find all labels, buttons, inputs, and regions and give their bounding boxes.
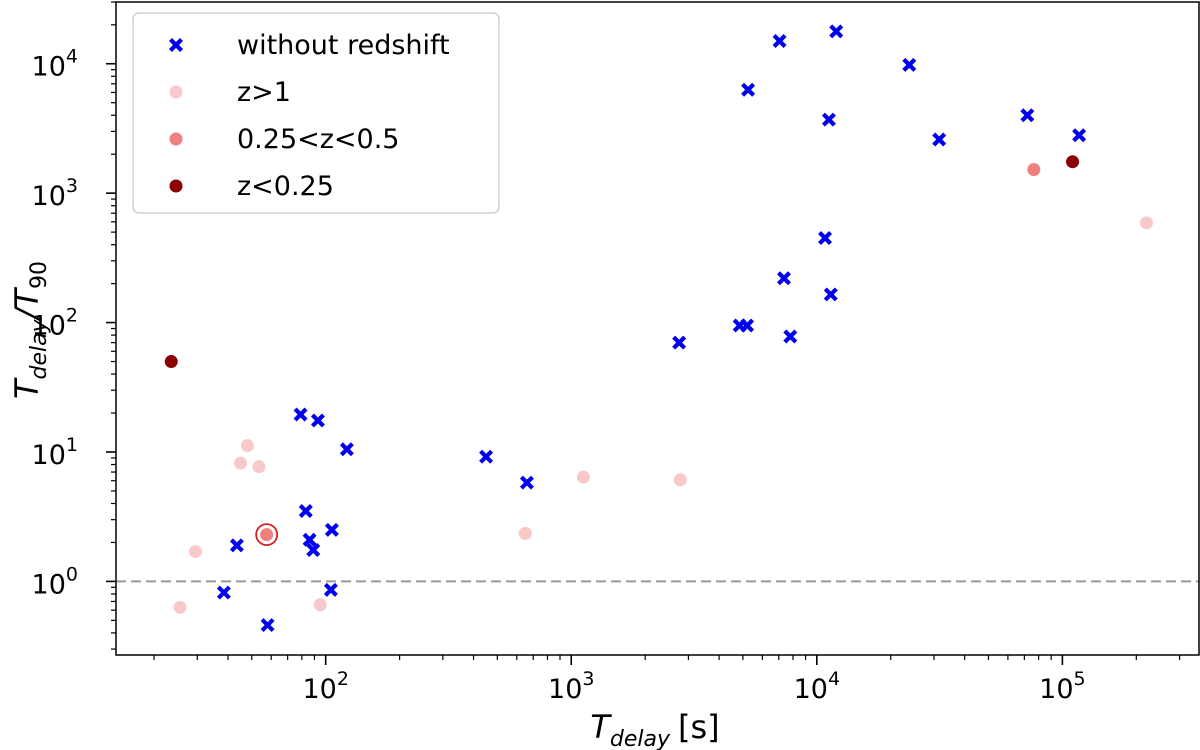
x-tick-label-base: 10 (794, 674, 828, 705)
point-z-1 (576, 470, 590, 484)
point-without-redshift (772, 33, 787, 48)
x-tick-label-exp: 3 (582, 668, 594, 690)
x-tick-label-base: 10 (1039, 674, 1073, 705)
x-axis-label-main: T (590, 708, 612, 746)
legend-marker-dot (169, 132, 183, 146)
y-tick-label: 103 (32, 175, 78, 212)
point-without-redshift (818, 231, 833, 246)
y-tick-label-base: 10 (32, 311, 66, 342)
legend-markers (169, 38, 183, 193)
point-without-redshift (1020, 108, 1035, 123)
x-axis-label-unit: [s] (678, 708, 720, 746)
y-tick-label: 101 (32, 434, 78, 471)
legend-label-z-lt-025: z<0.25 (237, 171, 334, 202)
point-z-1 (313, 598, 327, 612)
point-without-redshift (783, 329, 798, 344)
point-without-redshift (324, 522, 339, 537)
point-z-1 (234, 456, 248, 470)
x-tick-label-base: 10 (302, 674, 336, 705)
y-tick-label-exp: 1 (66, 434, 78, 456)
point-z-1 (188, 545, 202, 559)
x-axis-label: Tdelay [s] (590, 708, 719, 750)
y-axis-label-main: T (8, 377, 46, 399)
y-axis-label-sub2: 90 (27, 261, 52, 289)
y-tick-label: 102 (32, 305, 78, 342)
y-tick-label-base: 10 (32, 181, 66, 212)
point-without-redshift (821, 112, 836, 127)
point-without-redshift (229, 538, 244, 553)
x-tick-label-exp: 2 (337, 668, 349, 690)
x-axis-label-sub: delay (610, 727, 671, 750)
x-tick-label-exp: 4 (828, 668, 840, 690)
y-tick-label-base: 10 (32, 440, 66, 471)
point-z-1 (1139, 216, 1153, 230)
point-without-redshift (777, 271, 791, 286)
x-tick-label-base: 10 (548, 674, 582, 705)
point-without-redshift (298, 504, 313, 518)
legend-label-z-mid: 0.25<z<0.5 (237, 124, 399, 155)
legend-label-z-gt-1: z>1 (237, 77, 291, 108)
point-without-redshift (216, 585, 231, 600)
y-tick-label: 100 (32, 563, 78, 600)
point-without-redshift (1072, 128, 1087, 143)
highlighted-point-ring (255, 523, 279, 546)
point-z-1 (240, 439, 254, 453)
plot-frame (115, 1, 1200, 656)
y-tick-label-base: 10 (32, 52, 66, 83)
point-without-redshift (310, 413, 325, 428)
point-0-25-z-0-5 (1027, 163, 1041, 177)
y-tick-label-exp: 2 (66, 305, 78, 327)
point-without-redshift (306, 542, 321, 557)
point-without-redshift (829, 24, 844, 39)
y-axis-label-sub1: delay (27, 318, 52, 379)
point-without-redshift (260, 618, 275, 633)
point-without-redshift (302, 532, 317, 547)
point-without-redshift (339, 442, 354, 457)
point-without-redshift (479, 449, 494, 464)
point-z-1 (673, 473, 687, 487)
point-z-0-25 (1066, 155, 1080, 169)
legend: without redshift z>1 0.25<z<0.5 z<0.25 (132, 12, 500, 214)
y-tick-label-exp: 0 (66, 563, 78, 585)
y-tick-label: 104 (32, 46, 78, 83)
legend-box (132, 12, 500, 214)
point-without-redshift (823, 287, 838, 302)
legend-marker-x (169, 38, 183, 52)
legend-marker-dot (169, 85, 183, 99)
point-without-redshift (740, 318, 755, 333)
y-axis-label: Tdelay/T90 (8, 261, 52, 399)
y-tick-label-base: 10 (32, 569, 66, 600)
legend-marker-dot (169, 179, 183, 193)
point-without-redshift (293, 407, 308, 422)
point-z-1 (173, 600, 187, 614)
x-tick-label: 103 (548, 668, 594, 705)
x-tick-label: 105 (1039, 668, 1085, 705)
y-axis-label-sep: /T (8, 287, 46, 323)
data-points (164, 24, 1153, 633)
point-without-redshift (741, 82, 756, 97)
legend-label-without-redshift: without redshift (237, 30, 450, 61)
x-tick-label: 104 (794, 668, 840, 705)
point-without-redshift (519, 475, 534, 490)
y-tick-label-exp: 3 (66, 175, 78, 197)
x-tick-label: 102 (302, 668, 348, 705)
x-tick-label-exp: 5 (1074, 668, 1086, 690)
point-z-1 (518, 526, 532, 540)
point-z-0-25 (164, 355, 178, 369)
point-without-redshift (323, 582, 338, 597)
point-z-1 (252, 460, 266, 474)
point-without-redshift (932, 132, 947, 147)
point-0-25-z-0-5 (260, 528, 274, 542)
point-without-redshift (902, 57, 917, 72)
point-without-redshift (672, 335, 687, 350)
y-tick-label-exp: 4 (66, 46, 78, 68)
